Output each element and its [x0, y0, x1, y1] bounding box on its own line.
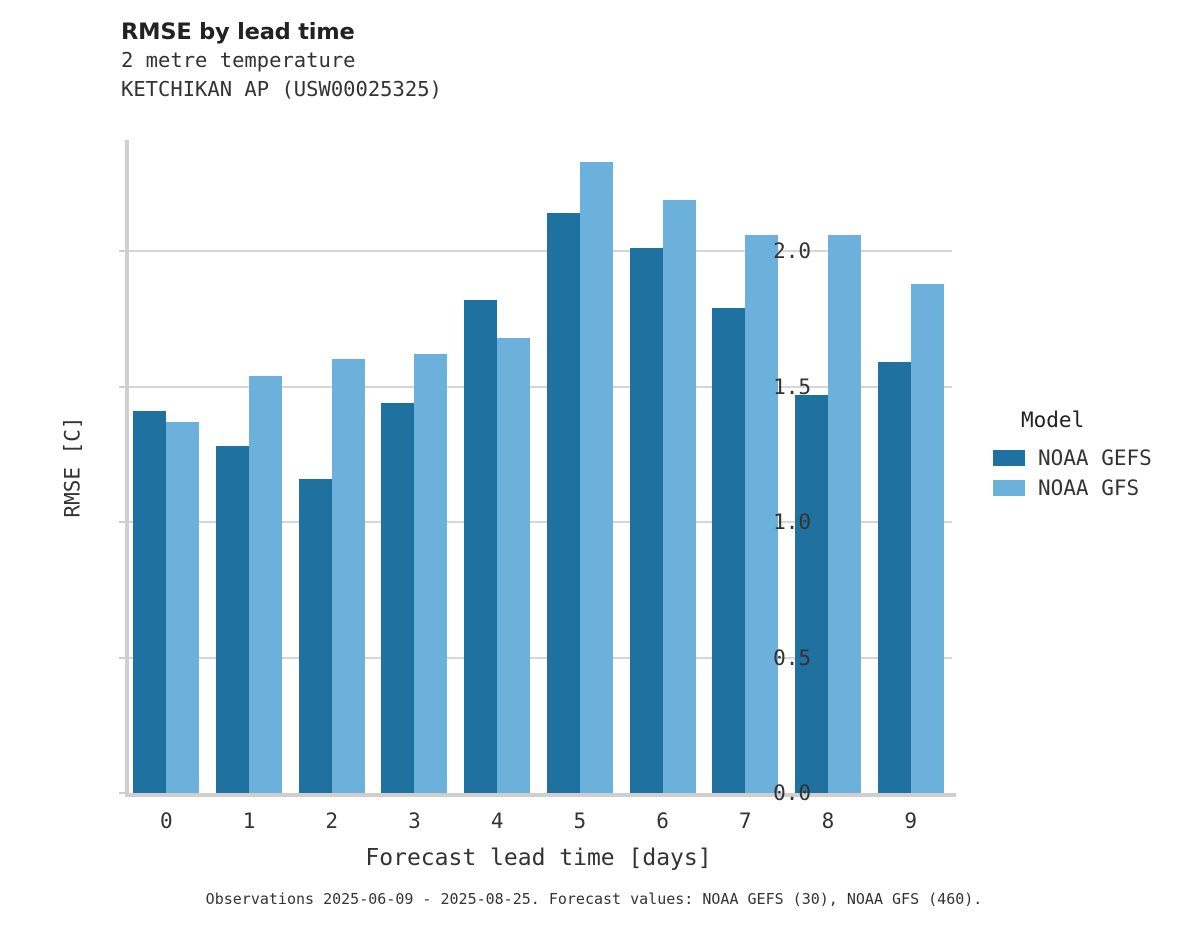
bar[interactable]: [298, 478, 332, 793]
bar[interactable]: [629, 248, 663, 793]
bar[interactable]: [712, 308, 746, 793]
x-tick-label: 8: [821, 809, 835, 833]
footnote: Observations 2025-06-09 - 2025-08-25. Fo…: [205, 890, 983, 908]
legend-rows: NOAA GEFS NOAA GFS: [993, 443, 1183, 503]
x-tick-label: 3: [408, 809, 421, 833]
bar[interactable]: [546, 213, 580, 793]
bar[interactable]: [381, 402, 415, 793]
bar[interactable]: [662, 199, 696, 793]
y-tick-mark: [119, 521, 125, 524]
y-axis-label: RMSE [C]: [60, 415, 85, 518]
bar-group: [794, 140, 861, 793]
y-tick-mark: [119, 385, 125, 388]
y-tick-mark: [119, 792, 125, 794]
gridline: [129, 250, 952, 253]
legend-item[interactable]: NOAA GFS: [993, 473, 1183, 503]
legend-item[interactable]: NOAA GEFS: [993, 443, 1183, 473]
bar[interactable]: [745, 234, 779, 793]
chart-subtitle-line2: KETCHIKAN AP (USW00025325): [121, 77, 442, 101]
bar-group: [298, 140, 365, 793]
legend-swatch-icon: [993, 450, 1025, 466]
x-tick-labels: 0 1 2 3 4 5 6 7 8 9: [125, 140, 952, 833]
x-tick-label: 7: [738, 809, 752, 833]
bar-group: [216, 140, 283, 793]
bar-group: [877, 140, 944, 793]
x-tick-label: 5: [573, 809, 587, 833]
bar[interactable]: [414, 354, 448, 793]
bar-group: [464, 140, 531, 793]
x-tick-label: 2: [325, 809, 339, 833]
plot-area: 0.0 0.5 1.0 1.5 2.0 0 1 2 3 4 5 6 7 8 9 RMSE [C] Fore…: [61, 140, 956, 871]
y-axis-line: [125, 140, 129, 793]
bar[interactable]: [827, 234, 861, 793]
y-tick-label: 0.0: [773, 781, 811, 805]
y-tick-label: 1.0: [773, 510, 811, 535]
x-tick-label: 6: [656, 809, 669, 833]
legend-item-label: NOAA GFS: [1038, 476, 1140, 500]
bar-group: [712, 140, 779, 793]
gridline: [129, 385, 952, 388]
y-tick-mark: [119, 656, 125, 659]
bar[interactable]: [497, 337, 531, 793]
bar[interactable]: [464, 299, 498, 793]
x-tick-label: 0: [160, 809, 173, 833]
gridline: [129, 656, 952, 659]
bar[interactable]: [216, 446, 250, 793]
legend-title: Model: [1021, 408, 1085, 432]
y-tick-label: 0.5: [773, 645, 811, 670]
title-block: RMSE by lead time 2 metre temperature KE…: [121, 18, 981, 104]
chart-subtitle-line1: 2 metre temperature: [121, 48, 356, 72]
x-axis-label: Forecast lead time [days]: [365, 845, 712, 871]
legend: Model NOAA GEFS NOAA GFS: [993, 408, 1183, 503]
x-tick-label: 9: [904, 809, 917, 833]
y-tick-label: 1.5: [773, 374, 811, 399]
gridlines-layer: [119, 140, 952, 794]
y-tick-labels: 0.0 0.5 1.0 1.5 2.0: [125, 140, 952, 805]
bar-group: [381, 140, 448, 793]
legend-item-label: NOAA GEFS: [1038, 446, 1152, 470]
page-title: RMSE by lead time: [121, 19, 355, 45]
x-tick-label: 1: [242, 809, 256, 833]
bar[interactable]: [794, 394, 828, 793]
bar[interactable]: [166, 421, 200, 793]
bar[interactable]: [249, 375, 283, 793]
bar[interactable]: [133, 410, 167, 793]
bar[interactable]: [910, 283, 944, 793]
bar-group: [546, 140, 613, 793]
gridline: [129, 521, 952, 524]
bars-layer: [125, 140, 952, 793]
x-axis-line: [125, 793, 956, 797]
bar[interactable]: [579, 161, 613, 793]
bar-group: [133, 140, 200, 793]
y-tick-label: 2.0: [773, 239, 811, 264]
bar[interactable]: [331, 359, 365, 793]
bar-group: [629, 140, 696, 793]
y-tick-mark: [119, 250, 125, 253]
x-tick-label: 4: [490, 809, 504, 833]
legend-swatch-icon: [993, 480, 1025, 496]
bar[interactable]: [877, 362, 911, 793]
